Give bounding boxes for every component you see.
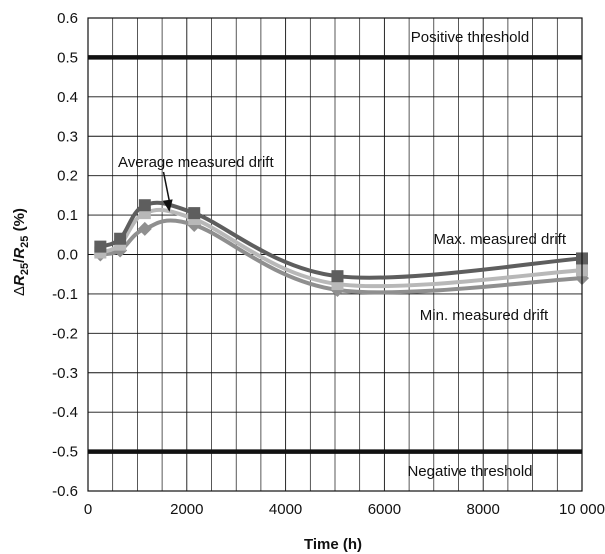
threshold-lines: [88, 55, 582, 454]
y-tick-label: -0.5: [52, 444, 78, 461]
y-label-sub: 25: [19, 263, 31, 275]
y-tick-label: 0.3: [57, 128, 78, 145]
y-tick-labels: 0.6 0.5 0.4 0.3 0.2 0.1 0.0 -0.1 -0.2 -0.3 -0.4 -0.…: [52, 10, 78, 500]
max-measured-drift-point: [114, 232, 127, 245]
y-axis-label: ΔR25/R25 (%): [11, 208, 31, 296]
y-label-r: R: [11, 275, 28, 286]
x-tick-label: 8000: [467, 501, 500, 518]
max-measured-drift-point: [94, 240, 107, 253]
y-label-unit: (%): [11, 208, 28, 236]
y-tick-label: -0.4: [52, 404, 78, 421]
y-tick-label: -0.3: [52, 365, 78, 382]
y-tick-label: 0.0: [57, 247, 78, 264]
annotation-arrow: [162, 171, 173, 212]
y-tick-label: 0.6: [57, 10, 78, 27]
negative-threshold-label: Negative threshold: [407, 463, 532, 480]
x-tick-label: 2000: [170, 501, 203, 518]
y-label-prefix: Δ: [11, 286, 28, 296]
x-tick-label: 6000: [368, 501, 401, 518]
x-tick-label: 10 000: [559, 501, 605, 518]
average-drift-label: Average measured drift: [118, 154, 274, 171]
y-tick-label: -0.6: [52, 483, 78, 500]
x-tick-label: 4000: [269, 501, 302, 518]
max-measured-drift-point: [188, 207, 201, 220]
y-tick-label: -0.1: [52, 286, 78, 303]
y-tick-label: 0.4: [57, 89, 78, 106]
x-axis-label: Time (h): [304, 536, 362, 553]
y-tick-label: 0.1: [57, 207, 78, 224]
series-group: [93, 199, 589, 297]
x-tick-label: 0: [84, 501, 92, 518]
min-drift-label: Min. measured drift: [420, 307, 549, 324]
min-measured-drift-point: [137, 221, 152, 236]
y-label-slash: /: [11, 258, 28, 263]
positive-threshold-label: Positive threshold: [411, 29, 529, 46]
y-tick-label: 0.2: [57, 168, 78, 185]
y-tick-label: -0.2: [52, 325, 78, 342]
max-drift-label: Max. measured drift: [433, 231, 566, 248]
plot-frame: [87, 17, 583, 492]
y-tick-label: 0.5: [57, 49, 78, 66]
max-measured-drift-point: [138, 199, 151, 212]
y-label-r2: R: [11, 248, 28, 259]
max-measured-drift-point: [331, 270, 344, 283]
y-label-sub2: 25: [19, 236, 31, 248]
x-tick-labels: 0 2000 4000 6000 8000 10 000: [84, 501, 605, 518]
